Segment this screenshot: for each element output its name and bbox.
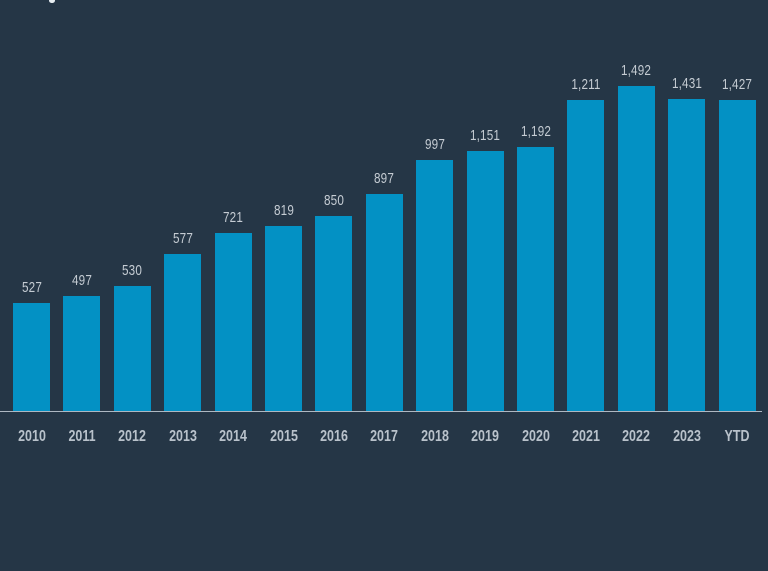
value-label: 819: [273, 202, 294, 219]
bar-2015: [265, 226, 302, 411]
value-label: 1,192: [520, 123, 551, 140]
x-tick-label: 2013: [168, 428, 197, 445]
value-label: 897: [374, 170, 395, 187]
bar-2017: [365, 194, 403, 411]
x-tick-label: YTD: [724, 428, 750, 445]
bar-2010: [13, 303, 50, 411]
bar-2021: [567, 100, 605, 411]
bar-2011: [63, 296, 101, 411]
cropped-title-fragment: [49, 0, 55, 3]
x-tick-label: 2014: [219, 428, 247, 445]
x-tick-label: 2012: [118, 428, 147, 445]
bar-ytd: [718, 100, 756, 411]
x-tick-label: 2011: [68, 428, 96, 445]
value-label: 1,427: [722, 76, 753, 93]
value-label: 1,431: [671, 75, 702, 92]
x-tick-label: 2010: [17, 428, 46, 445]
x-tick-label: 2016: [320, 428, 348, 445]
bar-2023: [668, 99, 706, 411]
bar-2016: [315, 216, 353, 411]
bar-2019: [466, 151, 504, 411]
value-label: 1,151: [470, 127, 501, 144]
value-label: 577: [172, 230, 193, 247]
x-tick-label: 2022: [622, 428, 651, 445]
bar-2018: [416, 160, 454, 411]
value-label: 1,492: [621, 62, 652, 79]
x-tick-label: 2023: [672, 428, 701, 445]
value-label: 530: [122, 262, 143, 279]
value-label: 497: [71, 272, 92, 289]
value-label: 1,211: [571, 76, 601, 93]
x-axis-line: [0, 411, 762, 412]
value-label: 721: [223, 209, 244, 226]
bar-2022: [617, 86, 655, 411]
value-label: 997: [424, 136, 445, 153]
x-tick-label: 2018: [420, 428, 449, 445]
bar-2020: [517, 147, 554, 411]
x-tick-label: 2021: [572, 428, 600, 445]
bar-2013: [164, 254, 202, 411]
x-tick-label: 2017: [370, 428, 399, 445]
bar-2014: [214, 233, 252, 411]
bar-2012: [113, 286, 151, 411]
value-label: 850: [323, 192, 344, 209]
x-tick-label: 2020: [521, 428, 550, 445]
x-tick-label: 2019: [471, 428, 499, 445]
x-tick-label: 2015: [269, 428, 298, 445]
value-label: 527: [21, 279, 42, 296]
